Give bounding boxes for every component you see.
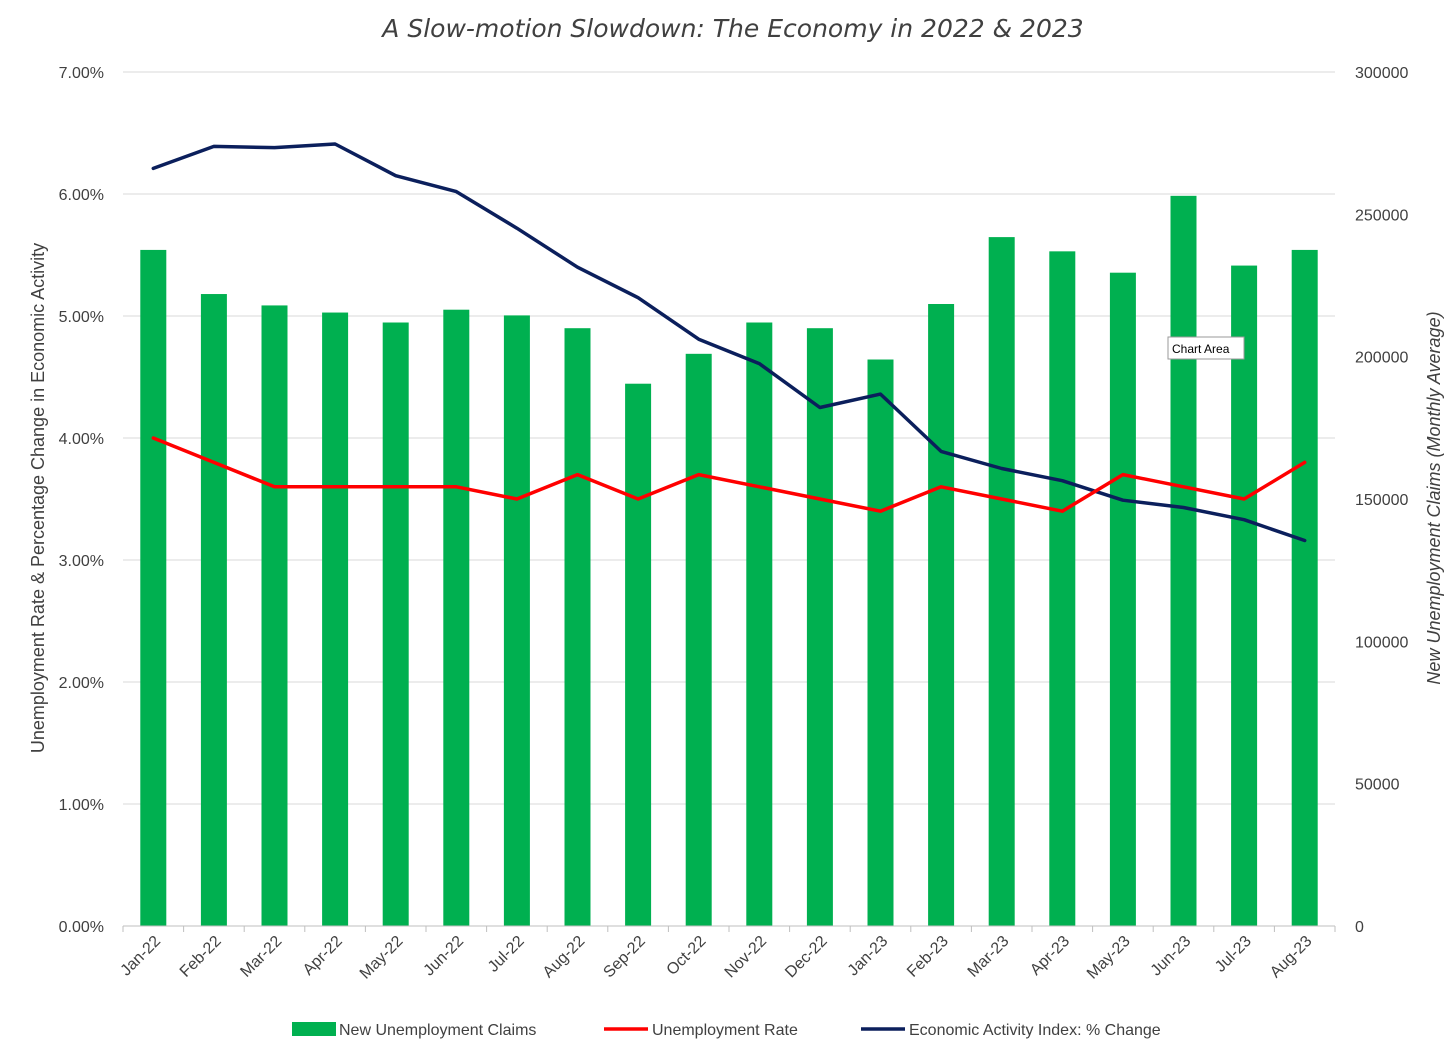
y-tick-label: 1.00% <box>59 797 104 814</box>
bar <box>140 249 167 926</box>
bar <box>867 359 894 927</box>
y-tick-label: 7.00% <box>59 65 104 82</box>
x-tick-label: Dec-22 <box>782 933 831 982</box>
bar <box>261 305 288 927</box>
x-tick-label: Jul-22 <box>485 933 528 976</box>
x-tick-label: Aug-22 <box>540 933 589 982</box>
legend-swatch-bar <box>292 1022 336 1036</box>
x-tick-label: May-23 <box>1084 933 1134 983</box>
bar <box>746 322 773 926</box>
bar <box>503 315 530 926</box>
bar <box>1291 249 1318 926</box>
bar <box>988 237 1015 926</box>
x-tick-label: Sep-22 <box>600 933 649 982</box>
x-tick-label: Jun-23 <box>1148 933 1195 980</box>
bar <box>625 383 652 927</box>
bar <box>928 304 955 927</box>
x-tick-label: Jun-22 <box>421 933 468 980</box>
legend-label: New Unemployment Claims <box>339 1022 536 1039</box>
x-tick-label: Feb-23 <box>904 933 952 981</box>
line-economic-activity <box>151 142 1307 543</box>
bar <box>1231 265 1258 926</box>
x-tick-label: Oct-22 <box>664 933 710 979</box>
x-tick-label: Feb-22 <box>177 933 225 981</box>
bar-series-claims <box>140 195 1318 927</box>
bar <box>322 312 349 926</box>
x-tick-label: Jan-22 <box>118 933 165 980</box>
y-tick-label: 0.00% <box>59 919 104 936</box>
y2-tick-label: 250000 <box>1355 207 1408 224</box>
bar <box>564 328 591 926</box>
x-tick-label: Jul-23 <box>1212 933 1255 976</box>
axes <box>122 925 1336 932</box>
chart-area-tooltip-label: Chart Area <box>1172 342 1230 356</box>
legend-label: Economic Activity Index: % Change <box>909 1022 1161 1039</box>
x-tick-label: Mar-22 <box>237 933 285 981</box>
line-unemployment-rate <box>151 436 1307 513</box>
bar <box>443 309 470 926</box>
x-axis-ticks: Jan-22 Feb-22 Mar-22 Apr-22 May-22 Jun-22 Jul-… <box>118 933 1316 983</box>
x-tick-label: Apr-23 <box>1027 933 1073 979</box>
y-tick-label: 3.00% <box>59 553 104 570</box>
bar <box>806 328 833 926</box>
y-tick-label: 2.00% <box>59 675 104 692</box>
y2-tick-label: 50000 <box>1355 777 1400 794</box>
x-tick-label: May-22 <box>357 933 407 983</box>
right-axis-ticks: 0 50000 100000 150000 200000 250000 300000 <box>1355 65 1408 936</box>
legend: New Unemployment Claims Unemployment Rate… <box>292 1022 1161 1039</box>
right-axis-title: New Unemployment Claims (Monthly Average… <box>1424 311 1444 684</box>
bar <box>200 294 227 926</box>
x-tick-label: Nov-22 <box>722 933 771 982</box>
bar <box>1170 195 1197 926</box>
x-tick-label: Aug-23 <box>1267 933 1316 982</box>
y2-tick-label: 150000 <box>1355 492 1408 509</box>
y2-tick-label: 200000 <box>1355 350 1408 367</box>
y-tick-label: 4.00% <box>59 431 104 448</box>
x-tick-label: Apr-22 <box>300 933 346 979</box>
x-tick-label: Mar-23 <box>965 933 1013 981</box>
gridlines <box>123 71 1335 927</box>
bar <box>685 353 712 926</box>
left-axis-ticks: 0.00% 1.00% 2.00% 3.00% 4.00% 5.00% 6.00% 7.00% <box>59 65 104 936</box>
bar <box>382 322 409 926</box>
left-axis-title: Unemployment Rate & Percentage Change in… <box>28 243 48 753</box>
bar <box>1049 251 1076 927</box>
bar <box>1109 272 1136 926</box>
line-series <box>151 142 1307 543</box>
y2-tick-label: 0 <box>1355 919 1364 936</box>
x-tick-label: Jan-23 <box>845 933 892 980</box>
y2-tick-label: 100000 <box>1355 634 1408 651</box>
chart-title: A Slow-motion Slowdown: The Economy in 2… <box>380 14 1083 43</box>
y-tick-label: 5.00% <box>59 309 104 326</box>
y-tick-label: 6.00% <box>59 187 104 204</box>
legend-label: Unemployment Rate <box>652 1022 798 1039</box>
chart-area-tooltip: Chart Area <box>1167 336 1245 360</box>
y2-tick-label: 300000 <box>1355 65 1408 82</box>
